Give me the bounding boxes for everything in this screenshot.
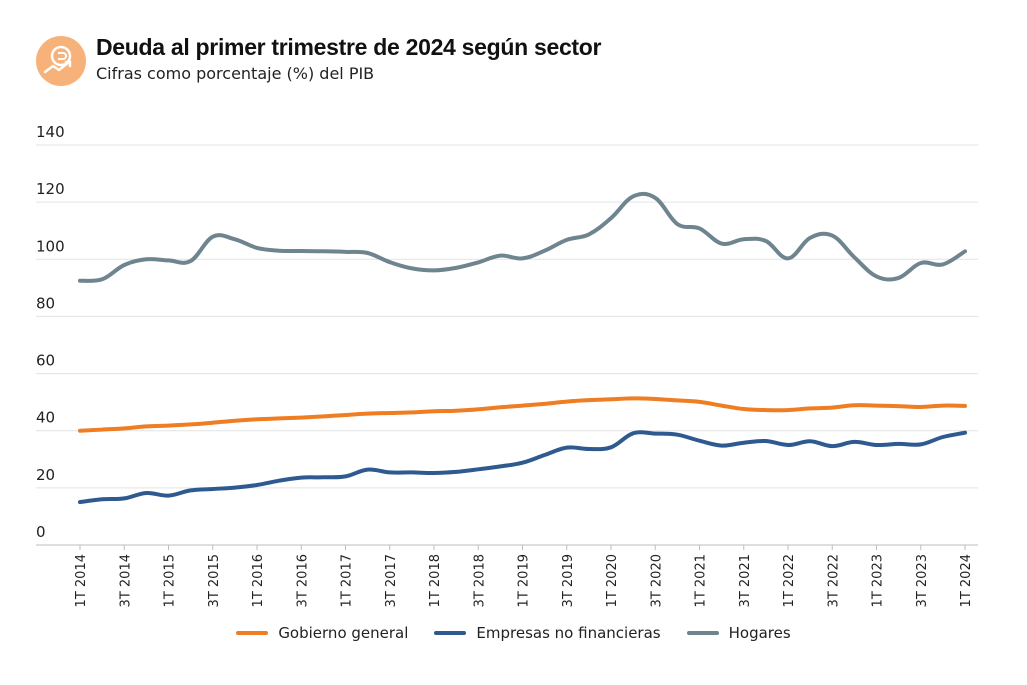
series-line-gobierno <box>78 396 967 433</box>
x-tick-label: 1T 2022 <box>782 554 797 607</box>
legend-label-empresas: Empresas no financieras <box>476 624 661 642</box>
x-tick-label: 3T 2021 <box>738 554 753 607</box>
series-line-empresas <box>78 430 967 505</box>
y-tick-label: 0 <box>36 523 46 541</box>
x-tick-label: 1T 2019 <box>517 554 532 607</box>
y-tick-label: 80 <box>36 294 55 312</box>
x-tick-label: 3T 2023 <box>915 554 930 607</box>
y-tick-label: 60 <box>36 352 55 370</box>
x-tick-label: 1T 2015 <box>163 554 178 607</box>
x-tick-label: 3T 2018 <box>472 554 487 607</box>
x-tick-label: 1T 2024 <box>959 554 974 607</box>
x-tick-label: 1T 2023 <box>871 554 886 607</box>
page-subtitle: Cifras como porcentaje (%) del PIB <box>96 64 375 83</box>
x-tick-label: 3T 2019 <box>561 554 576 607</box>
legend-swatch-empresas <box>434 631 467 635</box>
x-tick-label: 3T 2022 <box>826 554 841 607</box>
x-tick-label: 1T 2014 <box>74 554 89 607</box>
logo-icon <box>36 36 86 86</box>
x-tick-label: 3T 2014 <box>118 554 133 607</box>
y-tick-label: 120 <box>36 180 65 198</box>
y-tick-label: 40 <box>36 409 55 427</box>
x-tick-label: 3T 2015 <box>207 554 222 607</box>
y-tick-label: 20 <box>36 466 55 484</box>
legend-label-gobierno: Gobierno general <box>278 624 409 642</box>
x-tick-label: 3T 2016 <box>295 554 310 607</box>
x-tick-label: 1T 2021 <box>694 554 709 607</box>
legend-swatch-gobierno <box>236 631 269 635</box>
legend-label-hogares: Hogares <box>728 624 791 642</box>
money-growth-icon <box>43 45 72 74</box>
legend-item-empresas: Empresas no financieras <box>434 624 661 642</box>
chart-legend: Gobierno general Empresas no financieras… <box>0 624 1027 642</box>
y-tick-label: 140 <box>36 123 65 141</box>
x-tick-label: 1T 2016 <box>251 554 266 607</box>
page-title: Deuda al primer trimestre de 2024 según … <box>96 34 602 60</box>
x-tick-label: 1T 2017 <box>340 554 355 607</box>
legend-item-gobierno: Gobierno general <box>236 624 408 642</box>
x-tick-label: 3T 2020 <box>649 554 664 607</box>
legend-swatch-hogares <box>686 631 719 635</box>
x-tick-label: 1T 2018 <box>428 554 443 607</box>
legend-item-hogares: Hogares <box>686 624 791 642</box>
x-tick-label: 1T 2020 <box>605 554 620 607</box>
x-tick-label: 3T 2017 <box>384 554 399 607</box>
series-line-hogares <box>78 191 967 283</box>
y-tick-label: 100 <box>36 237 65 255</box>
